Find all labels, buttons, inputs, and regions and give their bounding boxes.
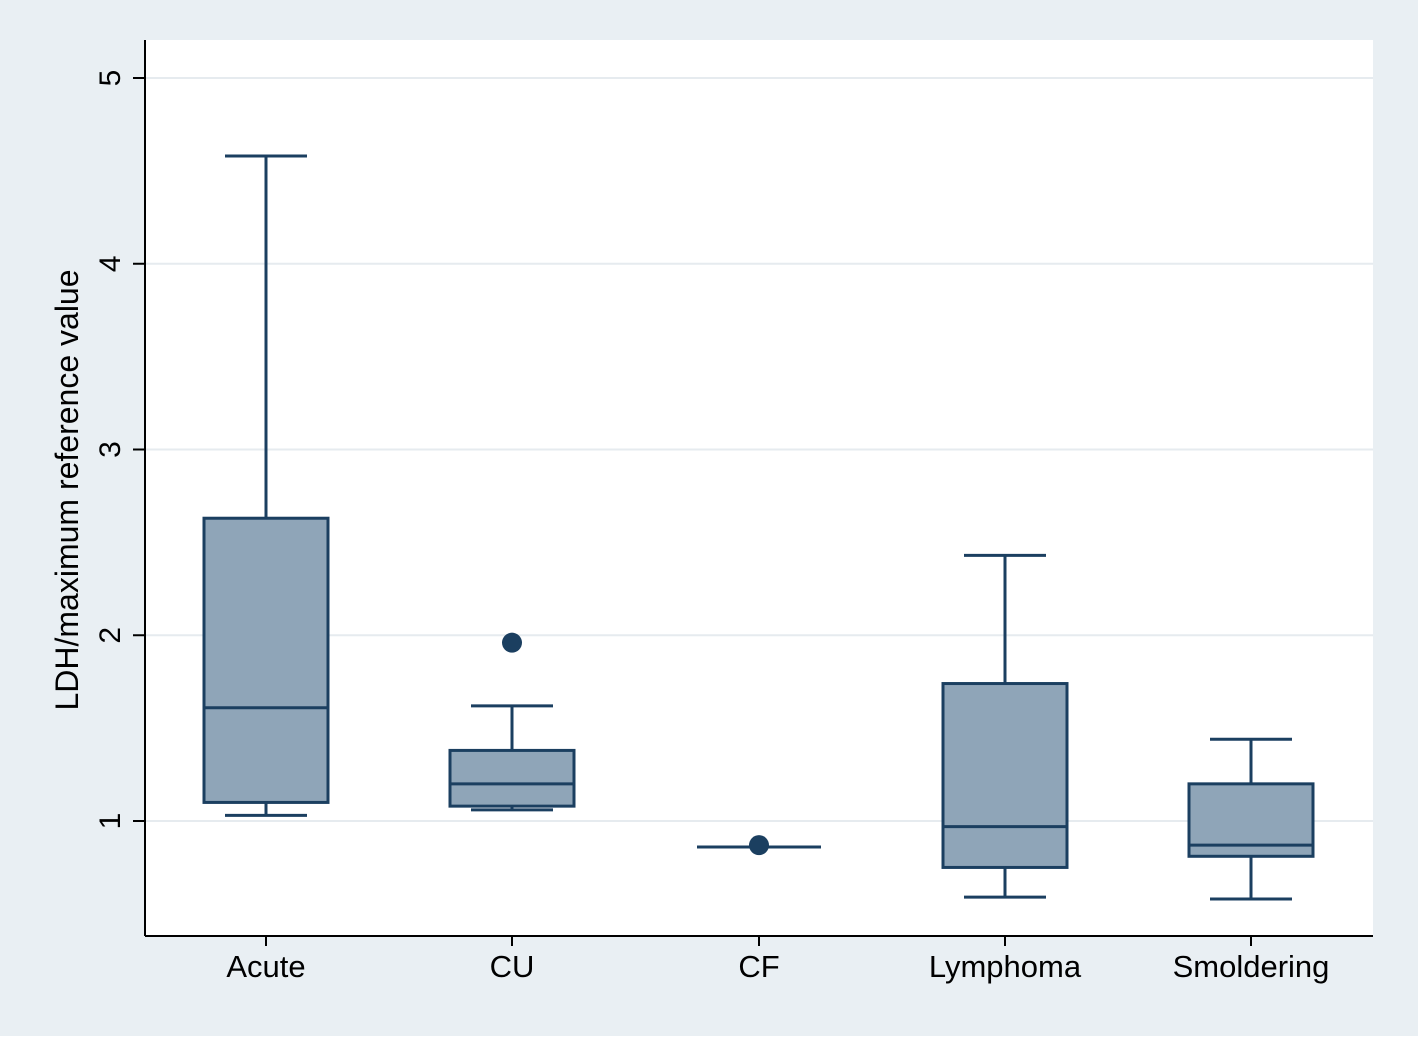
x-tick-label-lymphoma: Lymphoma: [929, 949, 1082, 984]
box-group-lymphoma: [941, 553, 1069, 899]
x-tick-label-cu: CU: [490, 949, 535, 984]
box-cu: [448, 748, 576, 808]
x-tick-label-cf: CF: [738, 949, 779, 984]
box-group-acute: [202, 154, 330, 817]
y-tick-label-3: 3: [94, 441, 127, 458]
box-group-smoldering: [1187, 737, 1315, 901]
gridlines: [145, 77, 1373, 822]
y-tick-label-2: 2: [94, 627, 127, 644]
outlier-point-cu-0: [502, 632, 522, 653]
box-acute: [202, 516, 330, 804]
plot-area: [145, 40, 1373, 936]
y-axis: 1 2 3 4 5: [94, 40, 146, 936]
box-group-cu: [448, 632, 576, 812]
box-lymphoma: [941, 682, 1069, 869]
y-tick-label-4: 4: [94, 255, 127, 272]
y-tick-label-1: 1: [94, 813, 127, 830]
y-tick-label-5: 5: [94, 70, 127, 87]
box-series: [202, 154, 1315, 901]
box-group-cf: [697, 835, 821, 856]
x-axis: Acute CU CF Lymphoma Smoldering: [145, 935, 1373, 984]
x-tick-label-acute: Acute: [226, 949, 305, 984]
y-axis-title: LDH/maximum reference value: [49, 269, 85, 710]
x-tick-label-smoldering: Smoldering: [1173, 949, 1330, 984]
outlier-point-cf-0: [749, 835, 769, 856]
